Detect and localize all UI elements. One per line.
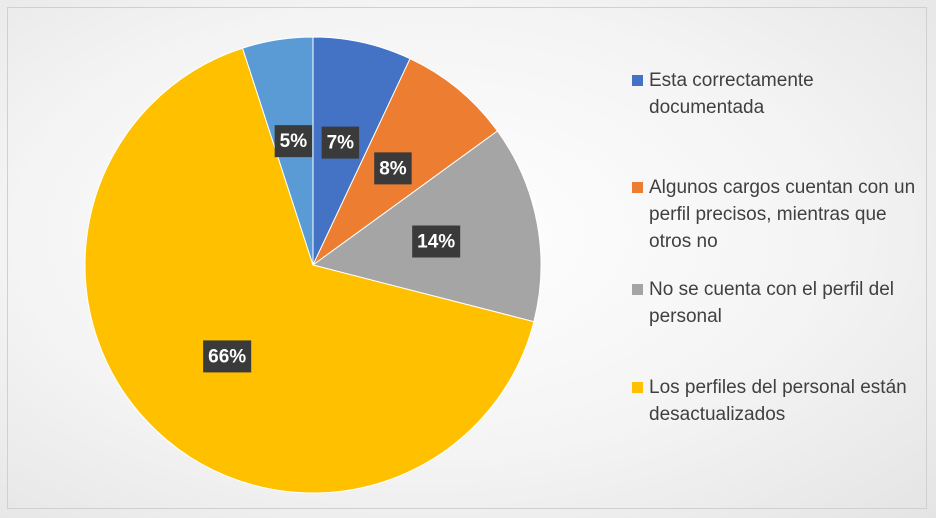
pie-slice (84, 47, 535, 494)
legend-label: No se cuenta con el perfil del personal (649, 279, 895, 327)
chart-border (7, 7, 927, 509)
legend-swatch (632, 182, 643, 193)
legend-swatch (632, 284, 643, 295)
legend-label: Los perfiles del personal están desactua… (649, 377, 907, 425)
data-label-box (274, 125, 313, 158)
legend-item: Esta correctamente documentada (632, 67, 922, 121)
legend-swatch (632, 75, 643, 86)
legend-label: Esta correctamente documentada (649, 70, 814, 118)
data-label-box (412, 225, 461, 258)
legend-swatch (632, 382, 643, 393)
data-label: 5% (280, 131, 308, 152)
data-label: 14% (417, 232, 455, 253)
legend-item: Los perfiles del personal están desactua… (632, 374, 922, 428)
legend-item: Algunos cargos cuentan con un perfil pre… (632, 174, 922, 255)
data-label-box (321, 126, 360, 159)
legend-label: Algunos cargos cuentan con un perfil pre… (649, 177, 916, 252)
data-label: 8% (379, 158, 407, 179)
data-label: 7% (327, 133, 355, 154)
data-label: 66% (208, 346, 246, 367)
legend-item: No se cuenta con el perfil del personal (632, 276, 922, 330)
data-label-box (203, 340, 252, 373)
data-label-box (374, 152, 412, 185)
